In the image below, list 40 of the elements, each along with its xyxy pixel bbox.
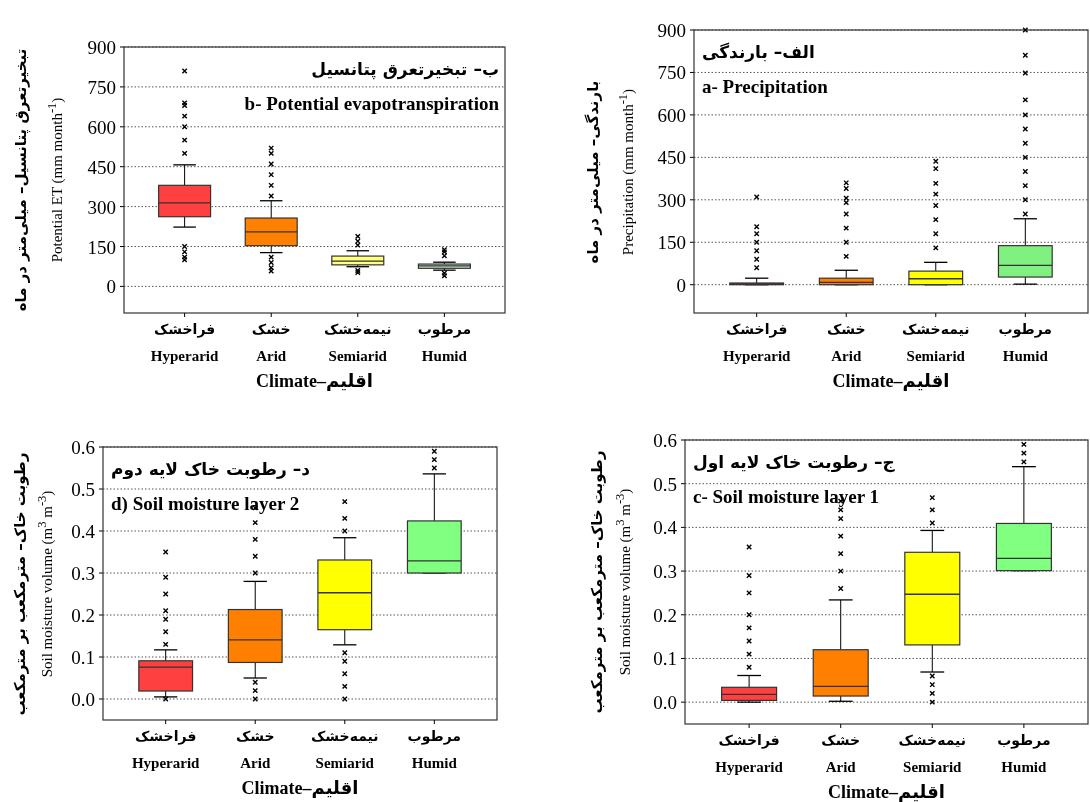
y-tick-label: 0.2 (653, 604, 677, 626)
y-tick-label: 600 (87, 116, 116, 138)
text: ج– رطوبت خاک لایه اول (693, 451, 895, 472)
y-tick-label: 0.1 (653, 647, 677, 669)
text: c- Soil moisture layer 1 (693, 485, 880, 507)
y-tick-label: 0.6 (653, 429, 677, 451)
y-tick-label: 0 (676, 274, 686, 296)
y-tick-label: 450 (87, 156, 116, 178)
y-tick-label: 0.4 (71, 520, 95, 542)
y-tick-label: 300 (87, 196, 116, 218)
y-tick-label: 900 (657, 19, 686, 41)
y-tick-label: 150 (87, 236, 116, 257)
y-tick-label: 0.3 (71, 562, 95, 584)
x-axis-title: Climate–اقلیم (256, 371, 373, 391)
x-axis-title: Climate–اقلیم (828, 782, 945, 802)
y-tick-label: 0.5 (653, 473, 677, 495)
y-tick-label: 0.5 (71, 478, 95, 500)
y-tick-label: 0.4 (653, 516, 677, 538)
text: a- Precipitation (702, 75, 828, 97)
y-tick-label: 0.6 (71, 436, 95, 458)
y-tick-label: 900 (87, 36, 116, 58)
text: د– رطوبت خاک لایه دوم (111, 458, 310, 479)
x-axis-title: Climate–اقلیم (241, 778, 359, 798)
y-tick-label: 0.0 (653, 691, 677, 713)
text: الف– بارندگی (702, 41, 815, 62)
y-tick-label: 0 (106, 275, 116, 297)
x-axis-title: Climate–اقلیم (832, 371, 950, 391)
y-tick-label: 450 (657, 146, 686, 168)
y-tick-label: 300 (657, 189, 686, 211)
text: ب– تبخیرتعرق پتانسیل (311, 58, 499, 79)
y-tick-label: 0.0 (71, 688, 95, 710)
y-tick-label: 600 (657, 104, 686, 126)
text: d) Soil moisture layer 2 (111, 492, 300, 514)
y-tick-label: 0.2 (71, 604, 95, 626)
y-tick-label: 150 (657, 231, 686, 253)
y-tick-label: 750 (657, 61, 686, 83)
y-tick-label: 0.3 (653, 560, 677, 582)
y-tick-label: 0.1 (71, 646, 95, 668)
y-tick-label: 750 (87, 76, 116, 98)
text: b- Potential evapotranspiration (244, 92, 499, 114)
